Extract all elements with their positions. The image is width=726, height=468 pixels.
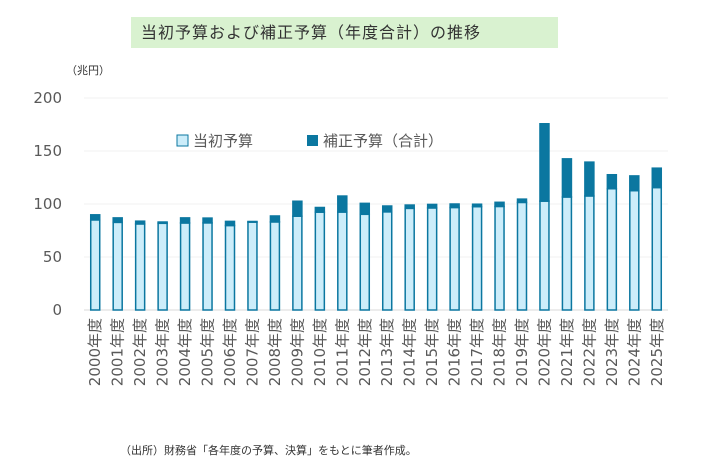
bar-initial-budget (134, 223, 146, 311)
x-tick-label: 2024年度 (625, 318, 643, 386)
x-tick-label: 2000年度 (86, 318, 104, 386)
bar-initial-budget (112, 221, 123, 311)
x-tick-label: 2004年度 (176, 318, 194, 386)
x-tick-label: 2021年度 (558, 318, 576, 386)
bar-initial-budget (179, 222, 191, 311)
bar-supplementary-budget (112, 217, 123, 224)
legend-label-supplementary: 補正予算（合計） (323, 132, 443, 150)
bar-initial-budget (404, 207, 415, 311)
bar-supplementary-budget (157, 221, 168, 225)
bar-initial-budget (314, 211, 326, 311)
x-tick-label: 2008年度 (266, 318, 284, 386)
bar-initial-budget (651, 186, 663, 311)
bar-supplementary-budget (314, 206, 326, 213)
x-tick-label: 2018年度 (491, 318, 509, 386)
bar-initial-budget (224, 224, 236, 311)
x-tick-label: 2011年度 (333, 318, 351, 386)
x-tick-label: 2025年度 (648, 318, 666, 386)
y-tick-label: 150 (33, 142, 62, 160)
bar-supplementary-budget (651, 167, 663, 189)
bar-initial-budget (516, 201, 528, 311)
bar-supplementary-budget (381, 205, 393, 213)
bar-initial-budget (337, 211, 348, 311)
bar-supplementary-budget (561, 158, 573, 198)
y-tick-label: 0 (52, 301, 62, 319)
bar-initial-budget (471, 205, 483, 311)
x-tick-label: 2009年度 (288, 318, 306, 386)
bar-initial-budget (359, 213, 371, 311)
bar-initial-budget (157, 222, 168, 311)
y-tick-label: 50 (43, 248, 62, 266)
x-tick-label: 2019年度 (513, 318, 531, 386)
bar-supplementary-budget (584, 161, 595, 197)
legend-swatch-supplementary (307, 135, 318, 146)
x-tick-label: 2003年度 (154, 318, 172, 386)
bar-initial-budget (269, 221, 281, 311)
chart-title: 当初予算および補正予算（年度合計）の推移 (131, 17, 558, 48)
x-tick-label: 2010年度 (311, 318, 329, 386)
x-tick-label: 2001年度 (109, 318, 127, 386)
x-tick-label: 2013年度 (378, 318, 396, 386)
x-tick-label: 2022年度 (580, 318, 598, 386)
x-tick-label: 2006年度 (221, 318, 239, 386)
unit-label: （兆円） (66, 64, 110, 77)
bar-initial-budget (292, 215, 303, 311)
bar-supplementary-budget (179, 217, 191, 224)
legend-label-initial: 当初予算 (193, 132, 253, 150)
x-tick-label: 2002年度 (131, 318, 149, 386)
bar-initial-budget (202, 222, 213, 311)
bar-initial-budget (584, 195, 595, 311)
bar-supplementary-budget (404, 204, 415, 210)
bar-initial-budget (381, 211, 393, 311)
bar-initial-budget (606, 187, 618, 311)
bar-supplementary-budget (471, 203, 483, 208)
x-tick-label: 2020年度 (535, 318, 553, 386)
x-tick-label: 2007年度 (243, 318, 261, 386)
bar-supplementary-budget (629, 175, 640, 192)
bar-initial-budget (561, 196, 573, 311)
y-tick-label: 200 (33, 89, 62, 107)
bar-initial-budget (629, 189, 640, 311)
bar-initial-budget (89, 219, 101, 311)
bar-supplementary-budget (292, 200, 303, 217)
bar-initial-budget (426, 207, 438, 311)
legend-swatch-initial (176, 134, 189, 147)
bar-supplementary-budget (247, 220, 258, 223)
bar-supplementary-budget (426, 203, 438, 209)
bar-initial-budget (539, 200, 550, 311)
y-tick-label: 100 (33, 195, 62, 213)
x-tick-label: 2023年度 (603, 318, 621, 386)
bar-initial-budget (247, 221, 258, 311)
bar-supplementary-budget (494, 201, 505, 208)
x-tick-label: 2012年度 (356, 318, 374, 386)
x-tick-label: 2017年度 (468, 318, 486, 386)
x-tick-label: 2005年度 (199, 318, 217, 386)
bar-supplementary-budget (449, 203, 460, 209)
bar-supplementary-budget (224, 220, 236, 227)
bar-supplementary-budget (269, 215, 281, 223)
bar-supplementary-budget (359, 202, 371, 216)
bar-supplementary-budget (539, 123, 550, 202)
bar-initial-budget (449, 206, 460, 311)
bar-supplementary-budget (606, 173, 618, 190)
bar-supplementary-budget (202, 217, 213, 224)
source-note: （出所）財務省「各年度の予算、決算」をもとに筆者作成。 (120, 444, 417, 457)
x-tick-label: 2015年度 (423, 318, 441, 386)
bar-supplementary-budget (134, 220, 146, 225)
x-tick-label: 2016年度 (446, 318, 464, 386)
bar-supplementary-budget (89, 214, 101, 221)
bar-supplementary-budget (516, 198, 528, 204)
bar-initial-budget (494, 205, 505, 311)
bar-supplementary-budget (337, 195, 348, 213)
x-tick-label: 2014年度 (401, 318, 419, 386)
